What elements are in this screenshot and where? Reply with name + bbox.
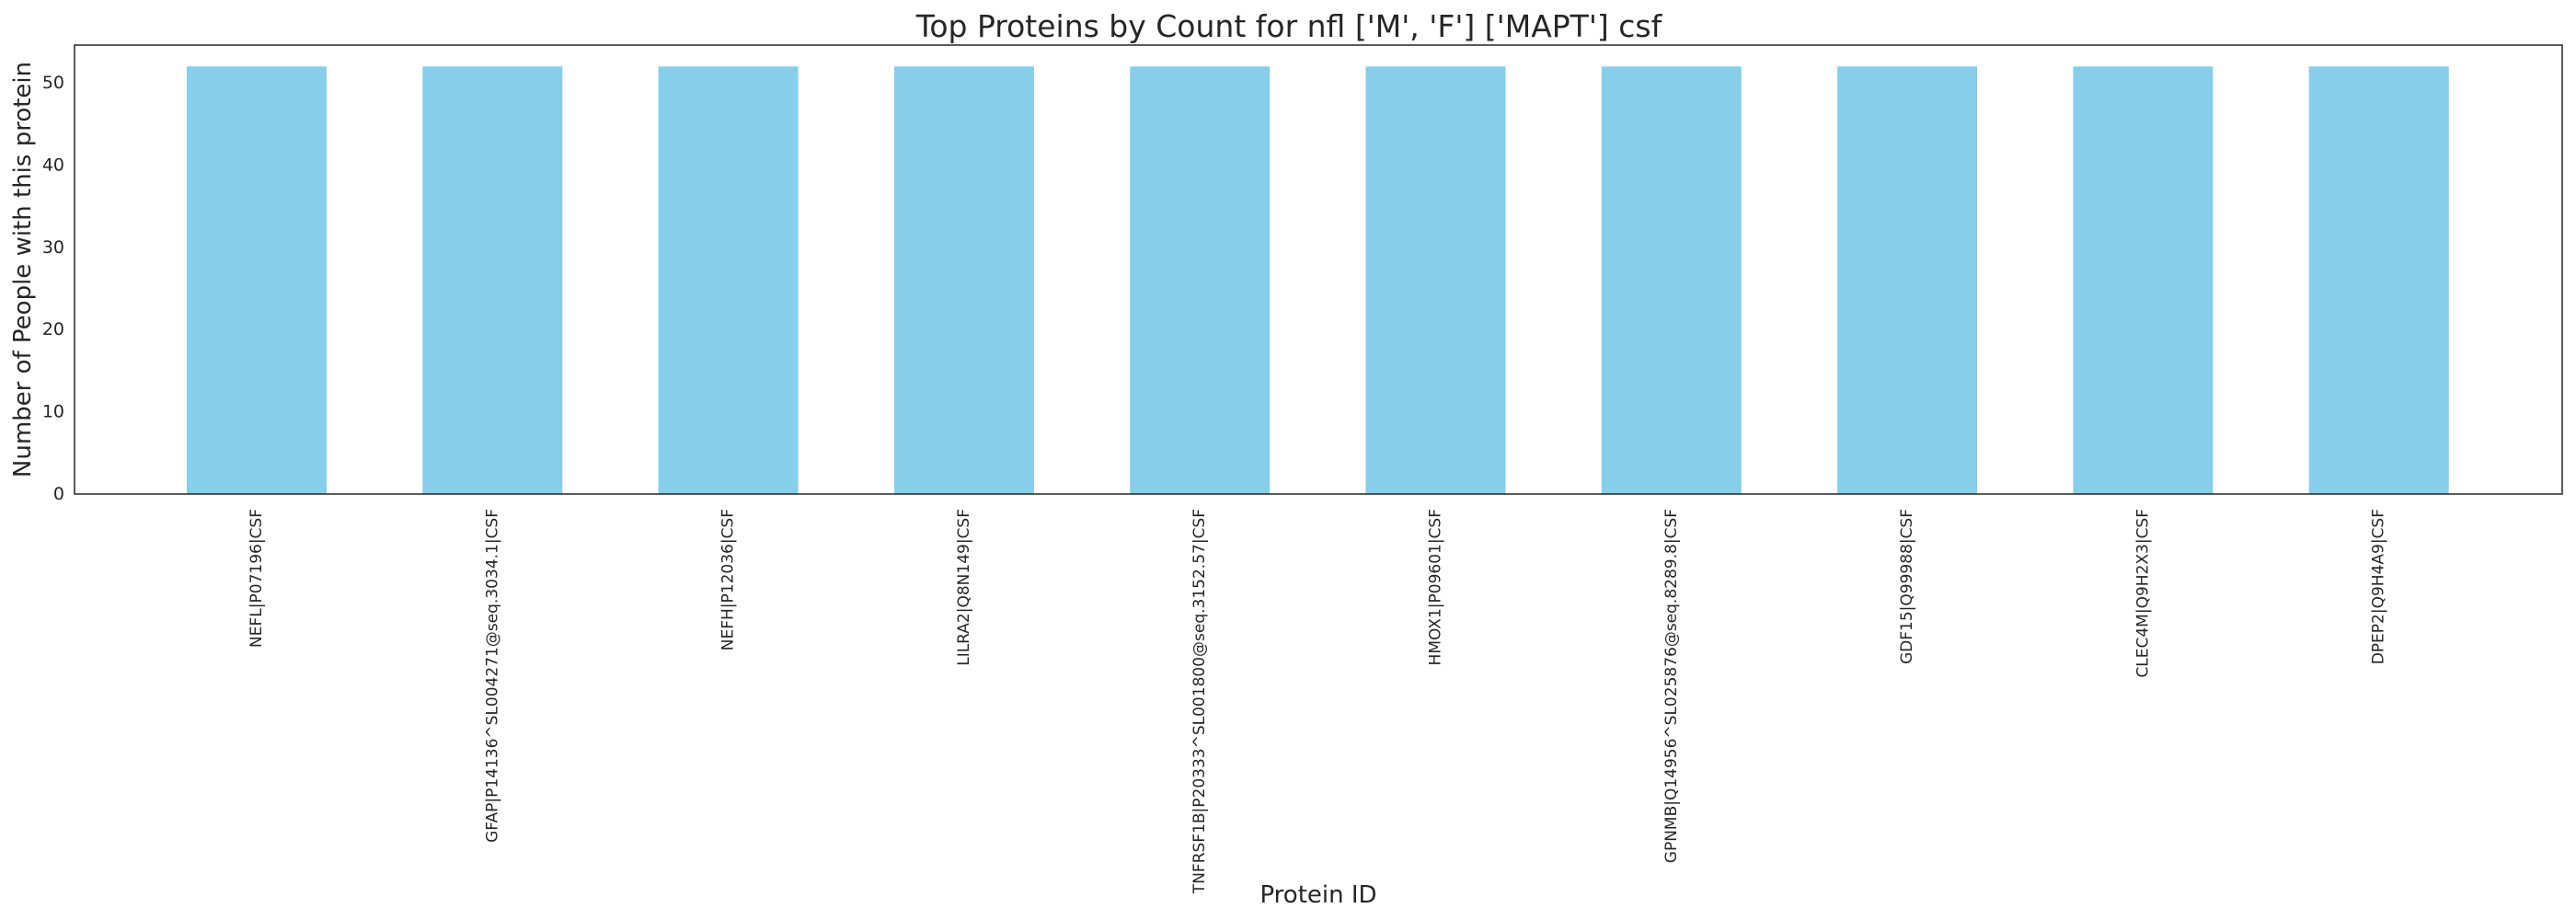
x-tick-label: DPEP2|Q9H4A9|CSF: [2370, 509, 2388, 664]
x-tick-label: GDF15|Q99988|CSF: [1898, 509, 1916, 664]
bar: [2073, 66, 2214, 494]
bar: [1130, 66, 1271, 494]
bar: [1365, 66, 1506, 494]
plot-frame: [74, 44, 2563, 495]
bar: [187, 66, 327, 494]
x-tick-label: HMOX1|P09601|CSF: [1427, 509, 1445, 665]
y-axis-label: Number of People with this protein: [9, 62, 37, 477]
x-tick-label: NEFH|P12036|CSF: [719, 509, 738, 650]
x-tick-label: CLEC4M|Q9H2X3|CSF: [2133, 509, 2152, 678]
bar: [658, 66, 799, 494]
bars-layer: [187, 66, 2449, 494]
y-tick-label: 30: [42, 237, 64, 258]
x-axis-ticks: NEFL|P07196|CSF GFAP|P14136^SL004271@seq.…: [247, 509, 2388, 894]
x-tick-label: GFAP|P14136^SL004271@seq.3034.1|CSF: [483, 509, 501, 843]
y-tick-label: 50: [42, 73, 64, 93]
y-tick-label: 40: [42, 155, 64, 175]
bar: [1837, 66, 1978, 494]
bar: [893, 66, 1034, 494]
x-tick-label: TNFRSF1B|P20333^SL001800@seq.3152.57|CSF: [1190, 509, 1209, 894]
chart-title: Top Proteins by Count for nfl ['M', 'F']…: [915, 8, 1663, 44]
bar: [1601, 66, 1742, 494]
bar: [2308, 66, 2449, 494]
y-tick-label: 0: [53, 484, 64, 504]
y-axis-ticks: 0 10 20 30 40 50: [42, 73, 64, 504]
x-axis-label: Protein ID: [1259, 881, 1376, 909]
x-tick-label: GPNMB|Q14956^SL025876@seq.8289.8|CSF: [1662, 509, 1681, 863]
y-tick-label: 20: [42, 319, 64, 339]
x-tick-label: NEFL|P07196|CSF: [247, 509, 266, 648]
x-tick-label: LILRA2|Q8N149|CSF: [955, 509, 973, 666]
y-tick-label: 10: [42, 402, 64, 422]
bar: [422, 66, 563, 494]
